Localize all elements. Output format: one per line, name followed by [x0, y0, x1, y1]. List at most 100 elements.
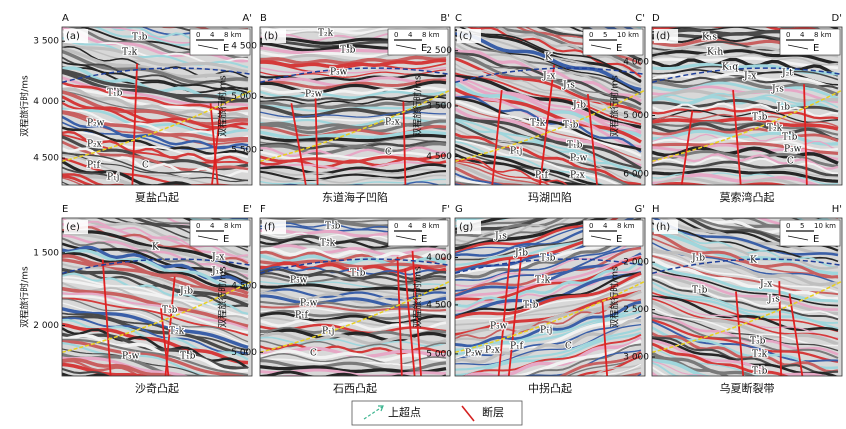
formation-label: P₂w: [305, 90, 323, 100]
seismic-reflector: [652, 49, 839, 65]
seismic-reflector: [62, 171, 138, 185]
panel-letter-bg: [262, 220, 286, 234]
seismic-reflector: [62, 166, 140, 185]
panel-letter: (c): [459, 31, 472, 42]
seismic-reflector: [652, 275, 839, 319]
seismic-reflector: [455, 246, 642, 296]
seismic-reflector: [260, 349, 447, 362]
direction-label: E: [813, 43, 819, 54]
tick-label: 3 000: [623, 353, 649, 363]
seismic-reflector: [455, 143, 605, 185]
seismic-reflector: [455, 327, 642, 371]
tick-label: 4 500: [231, 281, 257, 291]
axis-label: 双程旅行时/ms: [19, 266, 31, 328]
section-frame: [61, 217, 253, 377]
caption: 沙奇凸起: [135, 382, 179, 395]
seismic-reflector: [247, 27, 248, 28]
formation-label: P₂w: [87, 119, 105, 129]
seismic-reflector: [209, 218, 249, 231]
seismic-reflector: [62, 101, 249, 132]
seismic-reflector: [62, 0, 248, 8]
seismic-reflector: [62, 341, 213, 376]
seismic-reflector: [260, 328, 447, 343]
formation-label: P₃w: [290, 276, 308, 286]
seismic-reflector: [461, 333, 642, 376]
seismic-reflector: [260, 244, 447, 257]
panel-letter-bg: [457, 29, 481, 43]
formation-label: J₁b: [179, 287, 193, 297]
seismic-reflector: [652, 0, 838, 13]
seismic-reflector: [62, 314, 249, 356]
seismic-reflector: [260, 304, 447, 312]
seismic-reflector: [490, 339, 642, 376]
section-start: B: [260, 13, 267, 24]
scale-label: 0: [589, 31, 593, 39]
formation-label: T₂k: [320, 239, 336, 249]
seismic-reflector: [652, 311, 839, 352]
seismic-reflector: [62, 258, 249, 299]
seismic-reflector: [260, 93, 447, 102]
seismic-reflector: [558, 350, 642, 376]
formation-label: K₁h: [707, 48, 723, 58]
seismic-reflector: [260, 309, 447, 320]
seismic-reflector: [311, 27, 329, 28]
scale-label: 0: [196, 31, 200, 39]
seismic-reflector: [525, 343, 642, 376]
seismic-reflector: [62, 130, 249, 159]
axis-label: 双程旅行时/ms: [412, 75, 424, 137]
seismic-reflector: [455, 0, 641, 25]
panel-letter: (b): [264, 31, 278, 42]
tick-label: 2 500: [426, 46, 452, 56]
scale-box: [189, 28, 251, 56]
tick-label: 6 000: [623, 169, 649, 179]
seismic-reflector: [455, 0, 641, 24]
seismic-reflector: [260, 370, 447, 376]
seismic-reflector: [652, 207, 838, 217]
seismic-reflector: [652, 230, 839, 270]
seismic-reflector: [62, 276, 249, 317]
seismic-reflector: [652, 52, 839, 66]
direction-arrow: [787, 44, 809, 50]
tick-label: 2 000: [623, 258, 649, 268]
seismic-reflector: [652, 27, 839, 39]
seismic-reflector: [62, 230, 249, 272]
seismic-reflector: [62, 327, 249, 370]
formation-label: J₂x: [542, 72, 555, 82]
caption: 夏盐凸起: [135, 191, 179, 204]
seismic-reflector: [455, 323, 642, 366]
panel-letter-bg: [64, 29, 88, 43]
scale-label: 0: [786, 222, 790, 230]
direction-label: E: [421, 234, 427, 245]
seismic-reflector: [62, 61, 249, 91]
seismic-reflector: [652, 261, 839, 303]
fault: [732, 90, 742, 185]
formation-label: P₃w: [122, 352, 140, 362]
formation-label: J₁b: [691, 254, 705, 264]
formation-label: T₃b: [750, 337, 766, 347]
seismic-reflector: [652, 351, 756, 376]
seismic-reflector: [466, 27, 642, 78]
seismic-reflector: [565, 355, 642, 376]
formation-label: T₂k: [169, 327, 185, 337]
direction-arrow: [395, 44, 417, 50]
direction-label: E: [616, 43, 622, 54]
seismic-reflector: [62, 81, 249, 112]
scale-box: [779, 219, 841, 247]
tick-label: 2 000: [33, 321, 59, 331]
section-start: A: [62, 13, 69, 24]
section-end: F': [441, 204, 450, 215]
formation-label: C: [310, 349, 317, 359]
seismic-reflector: [652, 278, 839, 321]
formation-label: T₁b: [523, 301, 539, 311]
scale-label: 10 km: [814, 222, 836, 230]
seismic-reflector: [455, 38, 642, 96]
seismic-reflector: [62, 302, 249, 346]
seismic-reflector: [62, 267, 249, 307]
fault: [402, 101, 407, 185]
seismic-reflector: [455, 54, 642, 111]
seismic-reflector: [652, 296, 839, 339]
seismic-reflector: [260, 133, 447, 143]
seismic-reflector: [62, 242, 249, 285]
seismic-reflector: [260, 209, 446, 217]
horizon-yellow: [260, 280, 450, 354]
